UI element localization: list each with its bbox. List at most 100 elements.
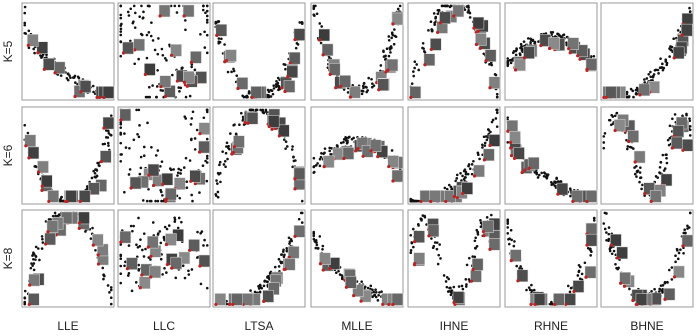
point <box>277 265 281 268</box>
point <box>224 151 228 155</box>
point <box>312 165 316 169</box>
point <box>189 123 193 126</box>
point <box>138 15 141 18</box>
point <box>477 153 480 157</box>
point <box>688 128 692 132</box>
thumbnail <box>190 51 202 64</box>
thumbnail <box>513 147 525 160</box>
point <box>27 29 31 33</box>
point <box>665 161 669 165</box>
point <box>417 199 420 203</box>
point <box>318 235 322 238</box>
point <box>312 170 316 174</box>
point <box>661 62 664 66</box>
thumbnail <box>278 124 290 138</box>
thumbnail <box>159 75 172 88</box>
point <box>321 244 325 248</box>
point <box>632 95 635 99</box>
point <box>233 123 236 126</box>
point <box>657 72 660 75</box>
point <box>176 226 180 230</box>
point <box>440 4 444 8</box>
point <box>626 145 630 148</box>
point <box>613 114 617 118</box>
anchor-point <box>65 199 69 204</box>
point <box>506 218 510 221</box>
point <box>205 110 209 114</box>
point <box>589 55 593 58</box>
point <box>41 241 45 244</box>
point <box>108 291 111 294</box>
point <box>40 247 44 250</box>
point <box>468 167 472 171</box>
point <box>450 188 454 191</box>
point <box>184 95 188 99</box>
point <box>684 231 687 235</box>
point <box>688 134 692 137</box>
point <box>634 91 638 95</box>
point <box>312 232 316 236</box>
anchor-point <box>472 26 476 30</box>
thumbnail <box>246 112 259 125</box>
point <box>29 266 33 270</box>
embedding <box>119 216 211 293</box>
thumbnail <box>585 233 598 247</box>
point <box>388 46 392 50</box>
point <box>193 68 197 72</box>
anchor-point <box>147 173 151 177</box>
point <box>119 121 123 124</box>
point <box>635 175 638 178</box>
point <box>342 140 345 144</box>
point <box>362 86 365 90</box>
point <box>147 31 151 34</box>
point <box>178 196 182 200</box>
point <box>262 284 266 288</box>
point <box>468 16 472 19</box>
point <box>148 95 152 99</box>
point <box>490 213 493 217</box>
anchor-point <box>427 234 431 238</box>
point <box>218 171 222 175</box>
point <box>127 244 131 247</box>
thumbnail <box>681 234 694 248</box>
point <box>444 280 448 283</box>
anchor-point <box>509 154 514 158</box>
point <box>177 167 181 171</box>
point <box>107 144 110 147</box>
anchor-point <box>585 67 589 72</box>
thumbnail <box>556 182 569 196</box>
point <box>455 173 459 177</box>
point <box>339 141 343 145</box>
point <box>612 249 616 253</box>
thumbnail <box>345 276 357 289</box>
point <box>527 286 531 289</box>
point <box>92 90 95 94</box>
point <box>432 12 436 15</box>
point <box>409 197 413 201</box>
thumbnail <box>413 252 425 265</box>
point <box>667 143 671 147</box>
point <box>32 257 35 261</box>
point <box>393 34 397 38</box>
point <box>142 232 146 235</box>
point <box>31 264 34 267</box>
point <box>219 180 222 184</box>
point <box>683 228 686 232</box>
point <box>576 274 580 277</box>
point <box>507 242 511 246</box>
point <box>467 164 470 168</box>
point <box>133 26 137 29</box>
point <box>482 52 486 56</box>
point <box>188 159 192 162</box>
point <box>145 33 149 37</box>
point <box>340 274 344 277</box>
point <box>173 4 177 8</box>
point <box>203 30 206 34</box>
point <box>191 110 195 114</box>
point <box>179 172 182 175</box>
point <box>264 110 268 113</box>
anchor-point <box>533 302 537 307</box>
thumbnail <box>92 233 104 247</box>
point <box>455 177 459 180</box>
point <box>429 20 433 23</box>
